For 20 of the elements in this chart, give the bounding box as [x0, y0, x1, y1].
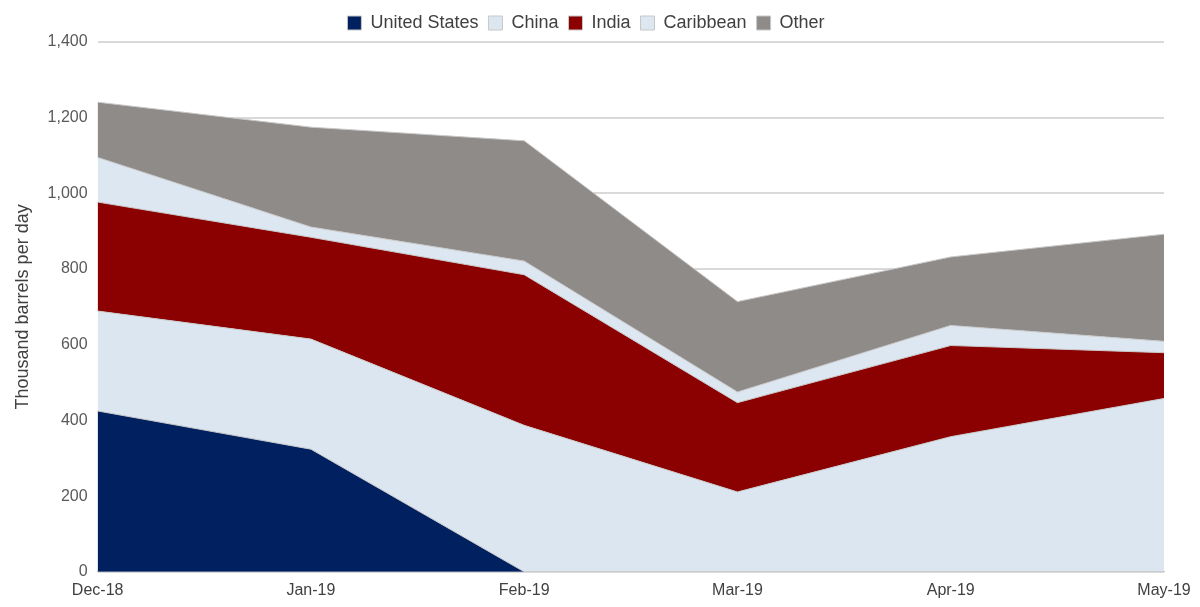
- y-tick-label: 400: [60, 410, 88, 428]
- y-axis-title: Thousand barrels per day: [11, 204, 32, 410]
- y-tick-label: 200: [60, 486, 88, 504]
- legend-label: Caribbean: [663, 11, 747, 32]
- y-tick-label: 0: [78, 562, 88, 580]
- x-tick-label: May-19: [1137, 580, 1191, 598]
- legend-label: United States: [370, 11, 479, 32]
- x-tick-label: Mar-19: [712, 580, 763, 598]
- x-tick-label: Feb-19: [498, 580, 550, 598]
- x-tick-label: Dec-18: [71, 580, 124, 598]
- legend-label: India: [591, 11, 632, 32]
- y-tick-label: 800: [60, 259, 88, 277]
- y-tick-label: 1,200: [47, 108, 88, 126]
- y-tick-label: 1,400: [47, 32, 88, 50]
- legend-label: China: [511, 11, 560, 32]
- y-tick-label: 600: [60, 335, 88, 353]
- x-tick-label: Jan-19: [286, 580, 336, 598]
- x-tick-label: Apr-19: [926, 580, 975, 598]
- y-tick-label: 1,000: [47, 183, 88, 201]
- legend-label: Other: [779, 11, 825, 32]
